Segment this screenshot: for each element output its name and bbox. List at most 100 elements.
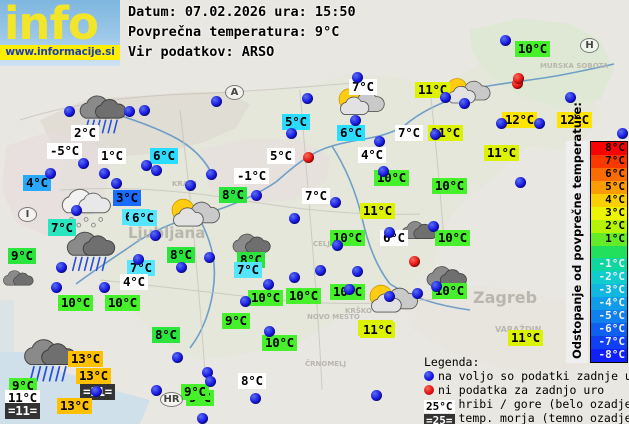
- mountain-temperature-label: 8°C: [238, 373, 266, 389]
- station-dot-current[interactable]: [384, 291, 395, 302]
- station-dot-current[interactable]: [371, 390, 382, 401]
- station-dot-current[interactable]: [496, 118, 507, 129]
- station-dot-current[interactable]: [124, 106, 135, 117]
- station-dot-current[interactable]: [330, 197, 341, 208]
- header-text-block: Datum: 07.02.2026 ura: 15:50 Povprečna t…: [128, 2, 528, 62]
- station-dot-current[interactable]: [565, 92, 576, 103]
- temperature-label: 11°C: [508, 330, 543, 346]
- station-dot-current[interactable]: [206, 169, 217, 180]
- station-dot-current[interactable]: [440, 92, 451, 103]
- temperature-label: 11°C: [484, 145, 519, 161]
- station-dot-current[interactable]: [251, 190, 262, 201]
- station-dot-current[interactable]: [240, 296, 251, 307]
- station-dot-current[interactable]: [302, 93, 313, 104]
- station-dot-current[interactable]: [78, 158, 89, 169]
- station-dot-current[interactable]: [289, 272, 300, 283]
- station-dot-current[interactable]: [374, 136, 385, 147]
- scale-row: -2°C: [591, 271, 627, 285]
- station-dot-current[interactable]: [332, 240, 343, 251]
- station-dot-current[interactable]: [176, 262, 187, 273]
- temperature-label: 13°C: [57, 398, 92, 414]
- temperature-label: 10°C: [262, 335, 297, 351]
- station-dot-current[interactable]: [151, 165, 162, 176]
- station-dot-current[interactable]: [185, 180, 196, 191]
- station-dot-current[interactable]: [71, 205, 82, 216]
- red-dot-icon: [424, 385, 434, 395]
- mountain-temperature-label: -5°C: [47, 143, 82, 159]
- legend-row-missing: ni podatka za zadnjo uro: [424, 383, 629, 397]
- station-dot-current[interactable]: [250, 393, 261, 404]
- station-dot-current[interactable]: [150, 230, 161, 241]
- blue-dot-icon: [424, 371, 434, 381]
- city-label: Ljubljana: [128, 224, 206, 242]
- station-dot-current[interactable]: [211, 96, 222, 107]
- info-logo[interactable]: info www.informacije.si: [0, 0, 120, 66]
- temperature-label: 13°C: [68, 351, 103, 367]
- scale-row: 6°C: [591, 167, 627, 181]
- station-dot-current[interactable]: [205, 376, 216, 387]
- temperature-label: 12°C: [557, 112, 592, 128]
- temperature-label: 5°C: [282, 114, 310, 130]
- header-date-line: Datum: 07.02.2026 ura: 15:50: [128, 4, 356, 20]
- station-dot-stale[interactable]: [409, 256, 420, 267]
- station-dot-current[interactable]: [515, 177, 526, 188]
- scale-row: 1°C: [591, 232, 627, 246]
- region-badge: A: [225, 85, 244, 100]
- temperature-label: 11°C: [360, 203, 395, 219]
- temperature-label: 10°C: [286, 288, 321, 304]
- station-dot-current[interactable]: [384, 227, 395, 238]
- station-dot-current[interactable]: [412, 288, 423, 299]
- station-dot-current[interactable]: [204, 252, 215, 263]
- station-dot-current[interactable]: [378, 166, 389, 177]
- station-dot-current[interactable]: [315, 265, 326, 276]
- station-dot-current[interactable]: [431, 281, 442, 292]
- station-dot-current[interactable]: [344, 284, 355, 295]
- station-dot-current[interactable]: [430, 129, 441, 140]
- scale-row: -3°C: [591, 284, 627, 298]
- station-dot-current[interactable]: [202, 367, 213, 378]
- station-dot-current[interactable]: [428, 221, 439, 232]
- station-dot-current[interactable]: [91, 386, 102, 397]
- station-dot-current[interactable]: [133, 254, 144, 265]
- station-dot-current[interactable]: [139, 105, 150, 116]
- station-dot-current[interactable]: [64, 106, 75, 117]
- temperature-label: 7°C: [48, 220, 76, 236]
- region-badge: H: [580, 38, 599, 53]
- station-dot-current[interactable]: [264, 326, 275, 337]
- station-dot-current[interactable]: [617, 128, 628, 139]
- logo-wordmark: info: [4, 0, 99, 50]
- station-dot-stale[interactable]: [513, 73, 524, 84]
- station-dot-current[interactable]: [151, 385, 162, 396]
- deviation-color-scale: 8°C 7°C 6°C 5°C 4°C 3°C 2°C 1°C -1°C -2°C -3°C -4°C…: [590, 141, 628, 363]
- scale-row: 2°C: [591, 219, 627, 233]
- mountain-temperature-label: 4°C: [120, 274, 148, 290]
- rain-cloud-icon: [20, 337, 78, 385]
- mountain-temperature-label: 11°C: [5, 390, 40, 406]
- station-dot-current[interactable]: [172, 352, 183, 363]
- station-dot-current[interactable]: [56, 262, 67, 273]
- station-dot-current[interactable]: [534, 118, 545, 129]
- station-dot-current[interactable]: [45, 168, 56, 179]
- station-dot-current[interactable]: [111, 178, 122, 189]
- temperature-label: 9°C: [8, 248, 36, 264]
- station-dot-current[interactable]: [99, 282, 110, 293]
- station-dot-current[interactable]: [99, 168, 110, 179]
- scale-row: 4°C: [591, 193, 627, 207]
- station-dot-current[interactable]: [286, 128, 297, 139]
- station-dot-stale[interactable]: [303, 152, 314, 163]
- station-dot-current[interactable]: [352, 266, 363, 277]
- station-dot-current[interactable]: [459, 98, 470, 109]
- station-dot-current[interactable]: [289, 213, 300, 224]
- station-dot-current[interactable]: [500, 35, 511, 46]
- station-dot-current[interactable]: [352, 72, 363, 83]
- station-dot-current[interactable]: [51, 282, 62, 293]
- legend-row-available: na voljo so podatki zadnje ure: [424, 369, 629, 383]
- header-source-line: Vir podatkov: ARSO: [128, 44, 275, 60]
- legend-row-sea: =25= temp. morja (temno ozadje): [424, 411, 629, 424]
- legend: Legenda: na voljo so podatki zadnje ure …: [424, 355, 629, 424]
- station-dot-current[interactable]: [263, 279, 274, 290]
- station-dot-current[interactable]: [350, 115, 361, 126]
- station-dot-current[interactable]: [141, 160, 152, 171]
- station-dot-current[interactable]: [197, 413, 208, 424]
- legend-row-hill: 25°C hribi / gore (belo ozadje): [424, 397, 629, 413]
